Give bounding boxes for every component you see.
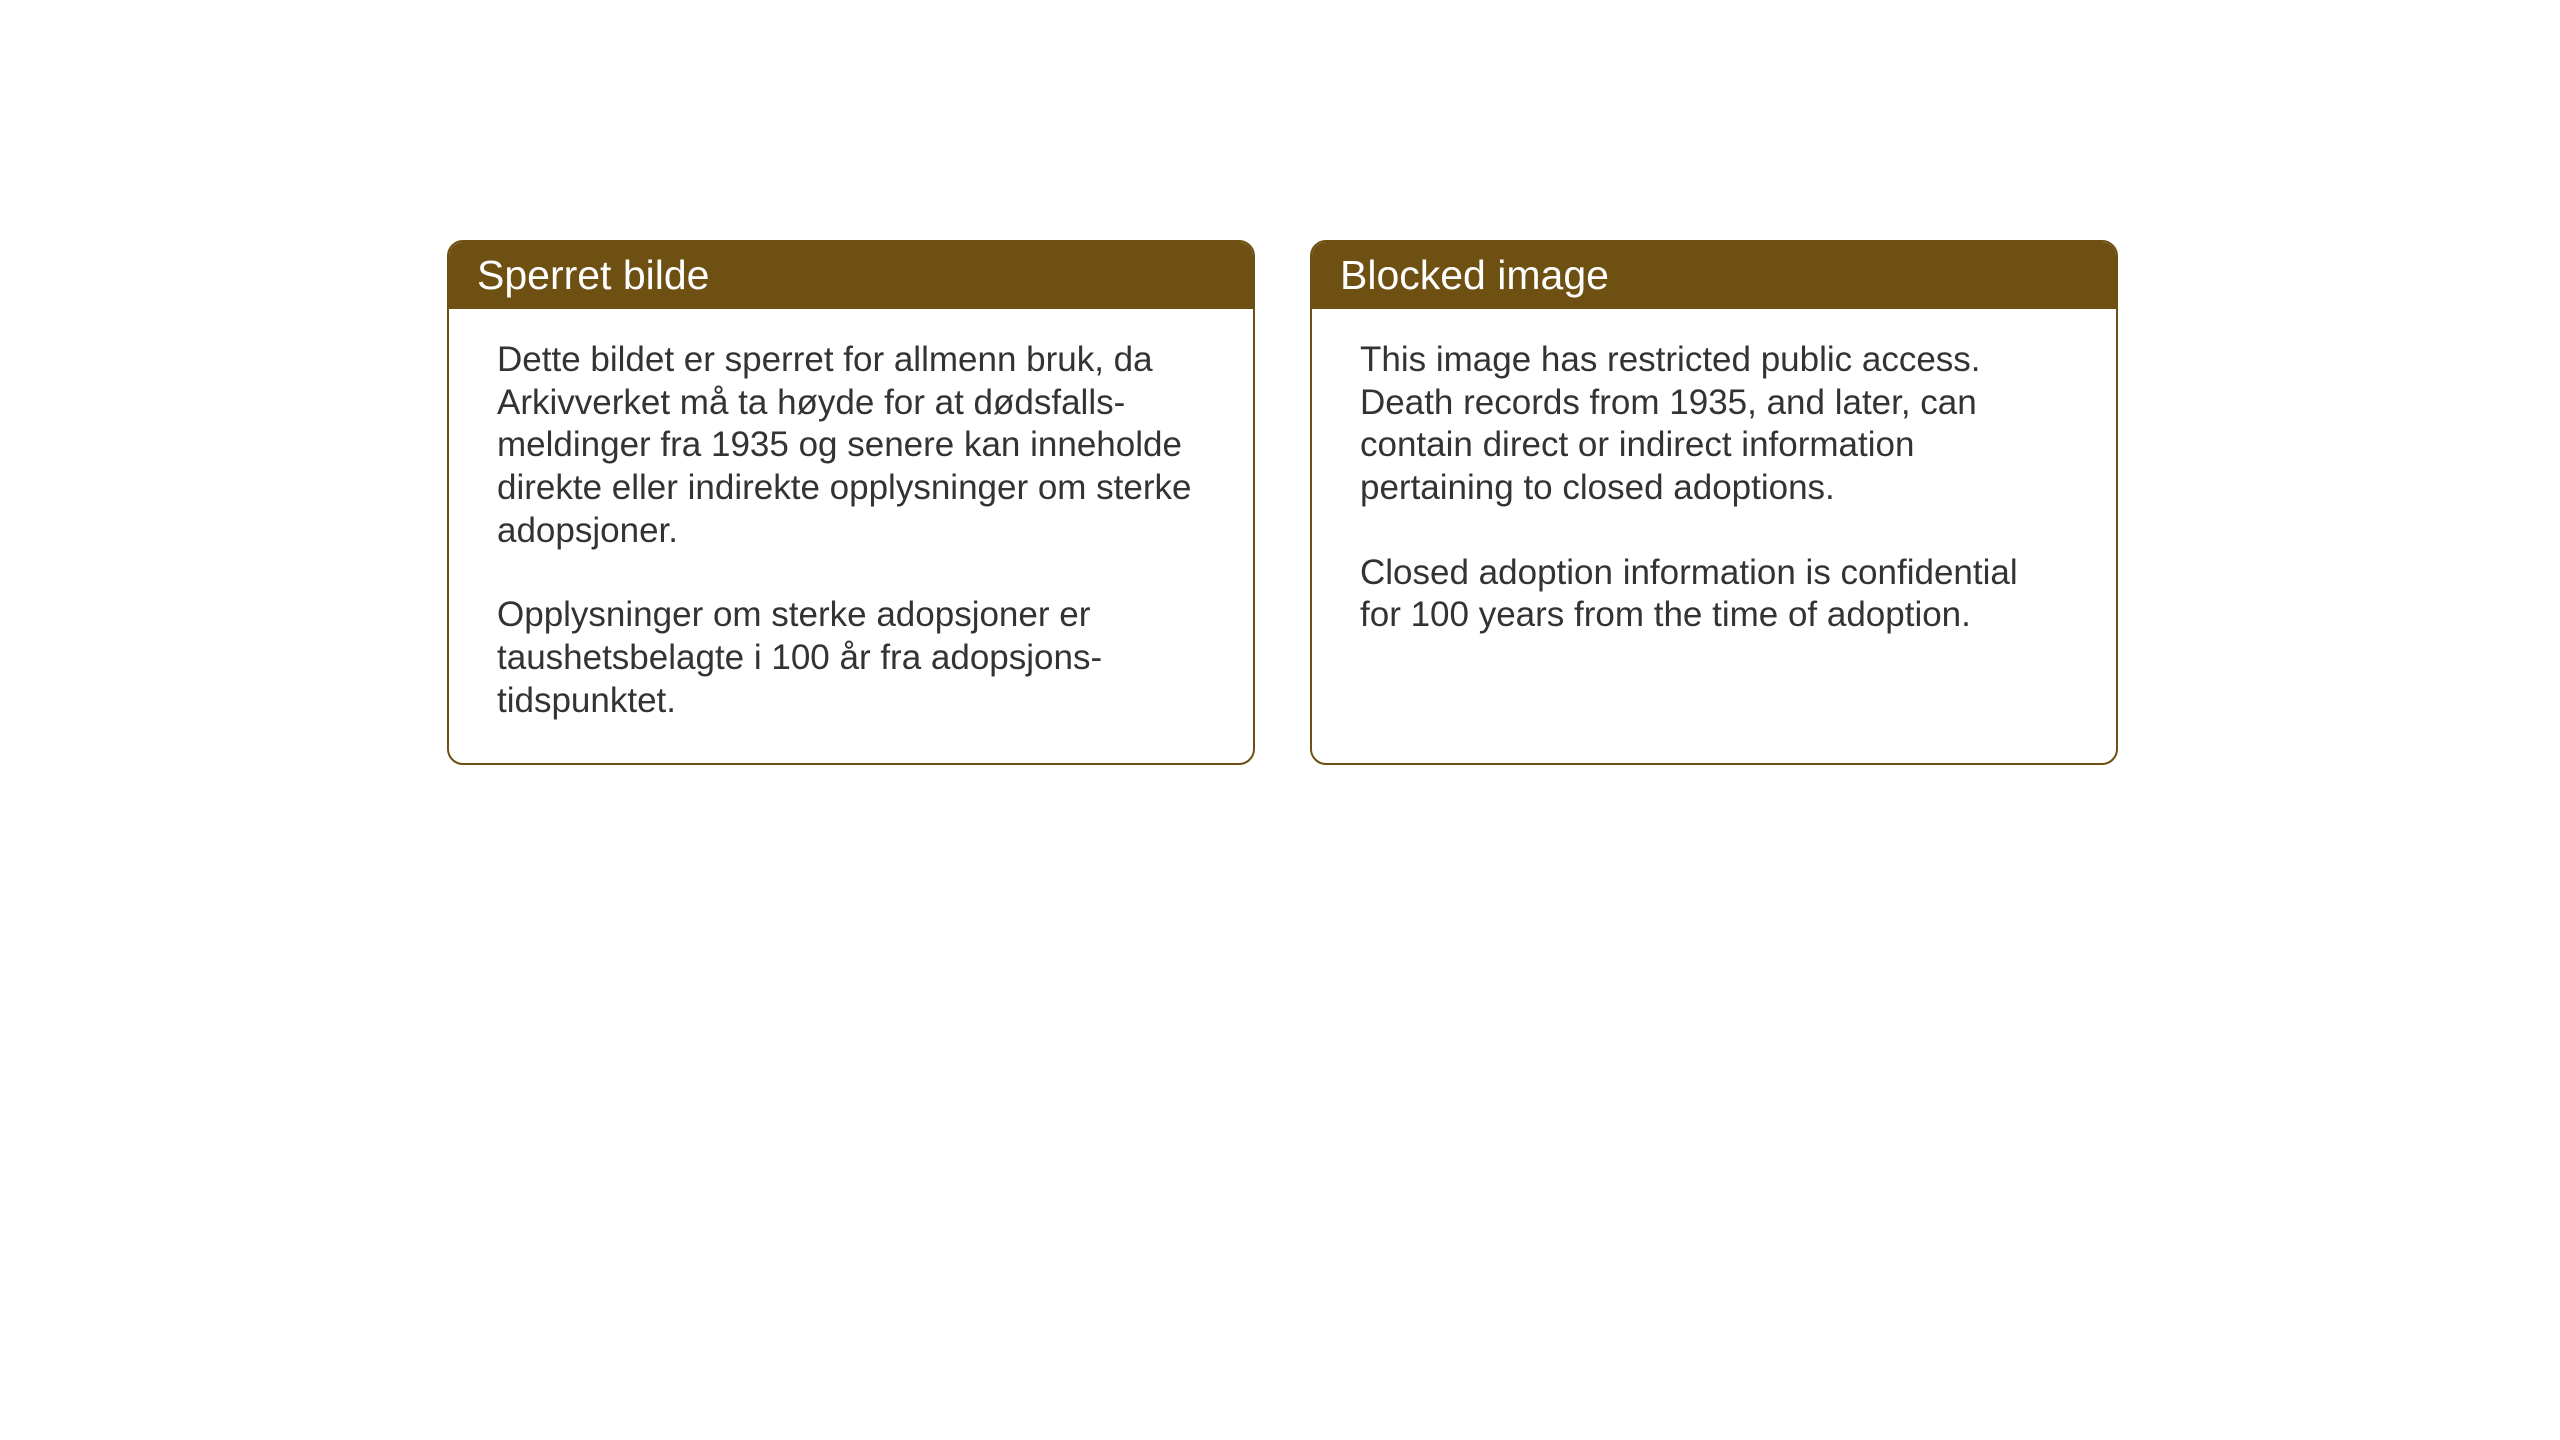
english-card-body: This image has restricted public access.… [1312, 309, 2116, 677]
norwegian-card-header: Sperret bilde [449, 242, 1253, 309]
english-card-title: Blocked image [1340, 252, 1609, 298]
norwegian-paragraph-1: Dette bildet er sperret for allmenn bruk… [497, 339, 1205, 552]
norwegian-paragraph-2: Opplysninger om sterke adopsjoner er tau… [497, 594, 1205, 722]
notice-cards-container: Sperret bilde Dette bildet er sperret fo… [447, 240, 2118, 765]
norwegian-notice-card: Sperret bilde Dette bildet er sperret fo… [447, 240, 1255, 765]
english-paragraph-2: Closed adoption information is confident… [1360, 552, 2068, 637]
english-paragraph-1: This image has restricted public access.… [1360, 339, 2068, 510]
english-card-header: Blocked image [1312, 242, 2116, 309]
norwegian-card-body: Dette bildet er sperret for allmenn bruk… [449, 309, 1253, 763]
english-notice-card: Blocked image This image has restricted … [1310, 240, 2118, 765]
norwegian-card-title: Sperret bilde [477, 252, 709, 298]
